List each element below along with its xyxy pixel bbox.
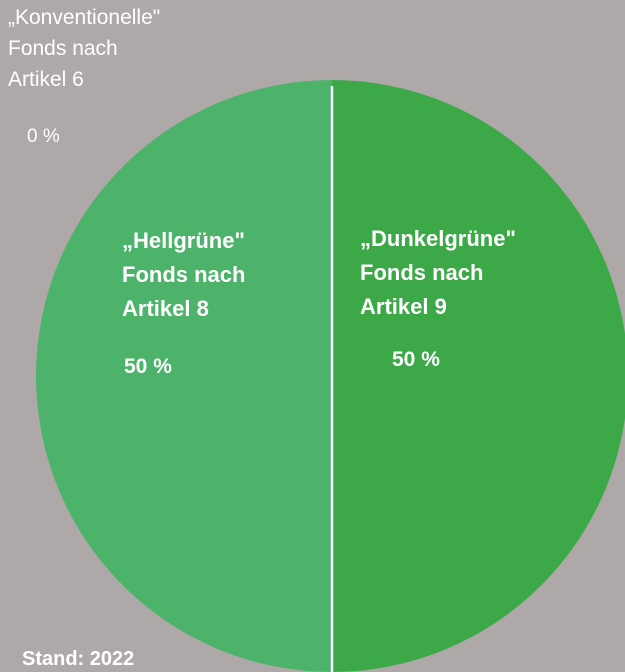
label-article9-line3: Artikel 9 [360, 294, 447, 319]
label-article6-line2: Fonds nach [8, 37, 118, 60]
label-article6: „Konventionelle" Fonds nach Artikel 6 [8, 2, 160, 95]
label-article9-line1: „Dunkelgrüne" [360, 226, 516, 251]
label-article8-line2: Fonds nach [122, 262, 246, 287]
label-article9: „Dunkelgrüne" Fonds nach Artikel 9 [360, 222, 516, 324]
stand-annotation: Stand: 2022 [22, 648, 135, 670]
value-label-article6: 0 % [27, 126, 60, 147]
value-label-article9: 50 % [392, 348, 440, 371]
label-article6-line1: „Konventionelle" [8, 6, 161, 29]
label-article8: „Hellgrüne" Fonds nach Artikel 8 [122, 224, 245, 326]
pie-slice-article9 [332, 80, 625, 672]
value-label-article8: 50 % [124, 355, 172, 378]
label-article6-line3: Artikel 6 [8, 68, 84, 91]
label-article9-line2: Fonds nach [360, 260, 484, 285]
pie-slice-article8 [36, 80, 332, 672]
label-article8-line1: „Hellgrüne" [122, 228, 245, 253]
label-article8-line3: Artikel 8 [122, 296, 209, 321]
